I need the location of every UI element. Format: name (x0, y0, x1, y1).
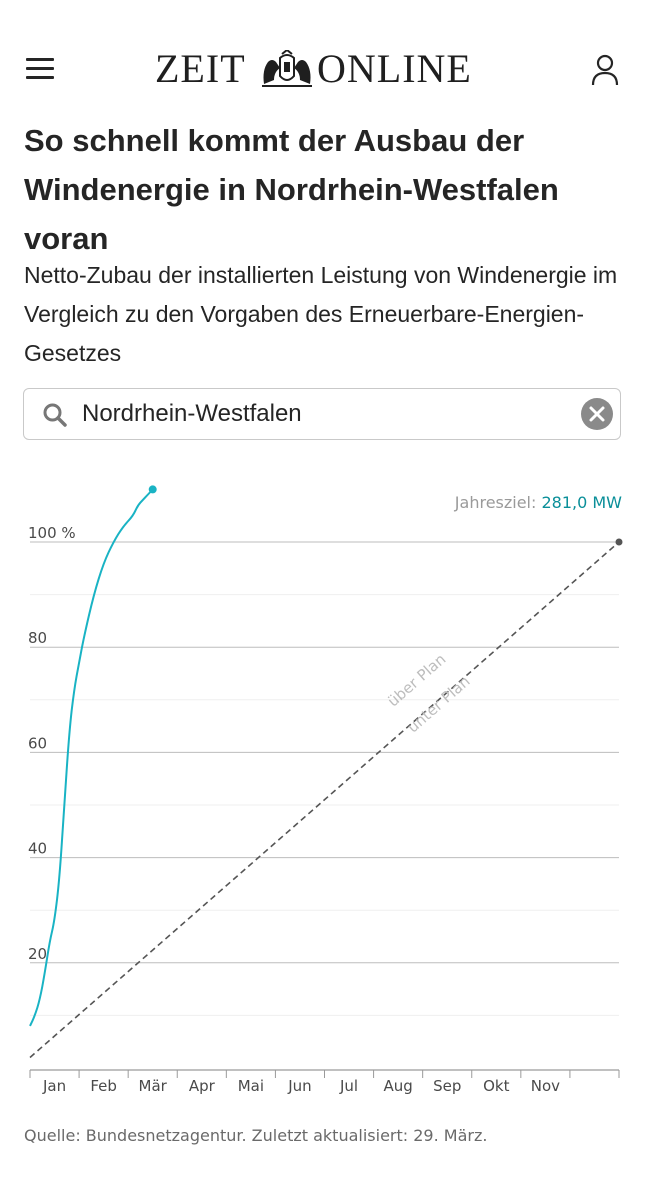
month-label: Nov (531, 1077, 560, 1095)
article-title: So schnell kommt der Ausbau der Windener… (24, 123, 559, 256)
clear-icon[interactable] (581, 398, 613, 430)
y-tick-labels: 20 40 60 80 100 % (26, 523, 80, 963)
month-label: Sep (433, 1077, 461, 1095)
site-header: ZEIT ONLINE (0, 0, 646, 120)
source-note: Quelle: Bundesnetzagentur. Zuletzt aktua… (24, 1126, 488, 1145)
wind-expansion-chart: 20 40 60 80 100 % Jan Feb Mär Apr Mai Jun Jul Aug Se… (26, 485, 623, 1095)
month-label: Apr (189, 1077, 216, 1095)
plan-endpoint (615, 538, 623, 546)
month-label: Jan (42, 1077, 66, 1095)
y-tick-label-100: 100 % (28, 524, 76, 542)
tick-label-bg (26, 943, 50, 962)
tick-label-bg (26, 523, 80, 541)
tick-label-bg (26, 733, 50, 752)
month-label: Mär (139, 1077, 168, 1095)
logo-text-zeit: ZEIT (155, 46, 246, 91)
month-label: Jun (287, 1077, 311, 1095)
series-line-0 (29, 488, 154, 1027)
tick-label-bg (26, 838, 50, 857)
user-icon[interactable] (590, 54, 620, 86)
series-endpoint (148, 485, 157, 494)
grid-lines (30, 541, 619, 1016)
hamburger-menu-icon[interactable] (26, 58, 54, 80)
annual-goal-label: Jahresziel: (454, 493, 537, 512)
x-axis: Jan Feb Mär Apr Mai Jun Jul Aug Sep Okt Nov (29, 1069, 620, 1095)
plan-line (29, 541, 620, 1059)
month-label: Aug (383, 1077, 412, 1095)
search-icon (43, 403, 67, 427)
logo-text-online: ONLINE (317, 46, 472, 91)
crest-icon (262, 50, 312, 87)
month-label: Okt (483, 1077, 509, 1095)
y-tick-label-40: 40 (28, 840, 47, 858)
series-layer (29, 485, 157, 1027)
annual-goal: Jahresziel: 281,0 MW (455, 493, 622, 512)
article-subtitle: Netto-Zubau der installierten Leistung v… (24, 262, 618, 366)
region-search (23, 388, 621, 440)
search-input[interactable] (82, 395, 562, 433)
tick-label-bg (26, 628, 50, 647)
month-label: Feb (90, 1077, 117, 1095)
annual-goal-value: 281,0 MW (541, 493, 622, 512)
month-label: Jul (339, 1077, 358, 1095)
y-tick-label-60: 60 (28, 734, 47, 752)
zeit-online-logo[interactable]: ZEIT ONLINE (155, 46, 491, 92)
y-tick-label-20: 20 (28, 945, 47, 963)
y-tick-label-80: 80 (28, 629, 47, 647)
month-label: Mai (238, 1077, 264, 1095)
